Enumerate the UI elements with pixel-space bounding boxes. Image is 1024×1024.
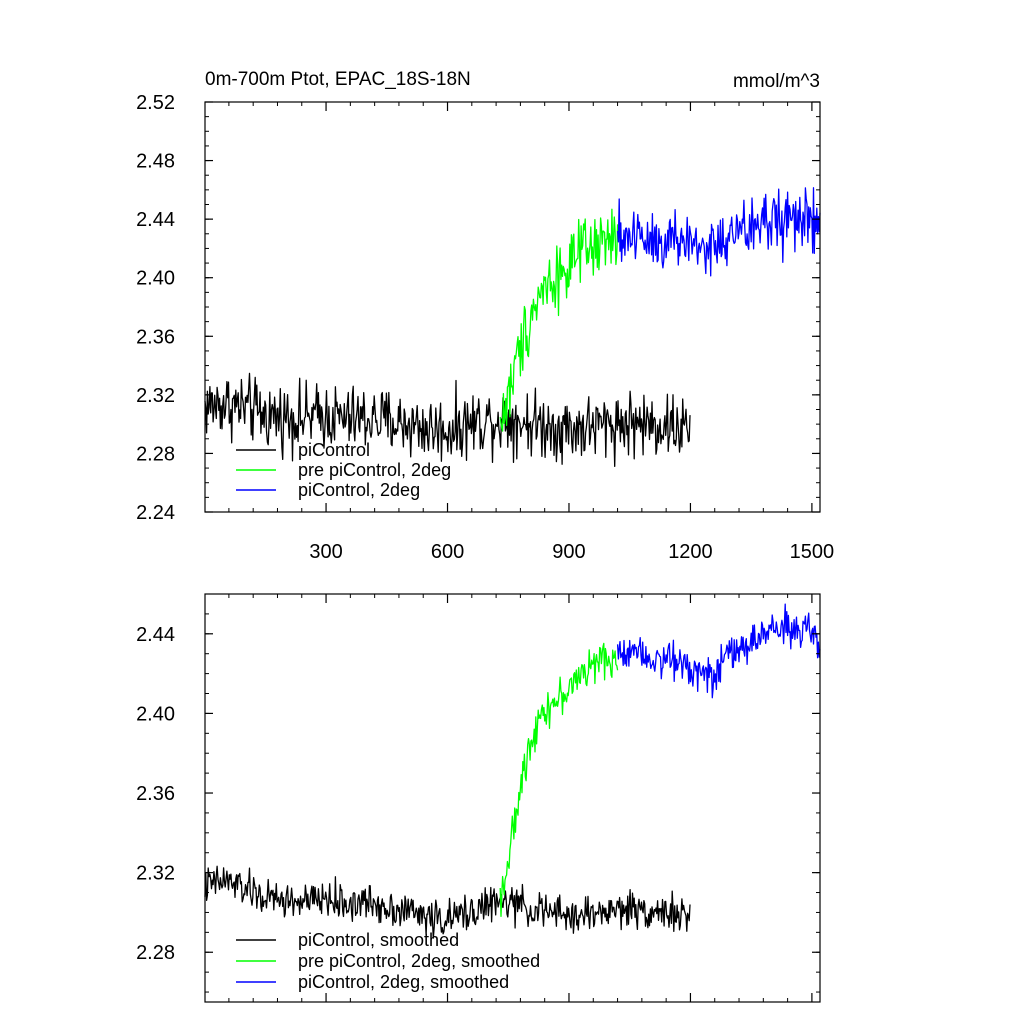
bottom-panel: 2.28 2.32 2.36 2.40 2.44 piControl, smoothed… <box>136 593 821 1003</box>
top-x-tick-label: 300 <box>309 541 342 563</box>
top-series-line-pre-picontrol-2deg <box>499 208 619 432</box>
top-plot-frame <box>204 101 821 513</box>
top-panel: 0m-700m Ptot, EPAC_18S-18N mmol/m^3 2.24… <box>136 69 834 563</box>
top-y-tick-label: 2.36 <box>136 326 175 348</box>
top-y-tick-label: 2.24 <box>136 502 175 524</box>
legend-label-picontrol: piControl <box>298 440 370 460</box>
top-panel-units: mmol/m^3 <box>733 71 820 92</box>
top-series-layer <box>204 187 821 467</box>
bottom-y-tick-label: 2.28 <box>136 942 175 964</box>
bottom-y-tick-label: 2.44 <box>136 624 175 646</box>
legend-label-pre-picontrol-2deg-smoothed: pre piControl, 2deg, smoothed <box>298 951 540 971</box>
bottom-series-line-picontrol-smoothed <box>204 865 691 939</box>
top-y-tick-label: 2.52 <box>136 92 175 114</box>
top-y-tick-label: 2.28 <box>136 443 175 465</box>
top-x-tick-label: 900 <box>552 541 585 563</box>
bottom-y-tick-label: 2.32 <box>136 863 175 885</box>
top-series-line-picontrol-2deg <box>616 187 821 277</box>
legend-label-pre-picontrol-2deg: pre piControl, 2deg <box>298 460 451 480</box>
bottom-y-tick-label: 2.36 <box>136 783 175 805</box>
top-panel-title: 0m-700m Ptot, EPAC_18S-18N <box>205 69 471 90</box>
top-x-tick-label: 1500 <box>790 541 835 563</box>
top-y-tick-label: 2.44 <box>136 209 175 231</box>
bottom-y-tick-label: 2.40 <box>136 703 175 725</box>
top-legend: piControl pre piControl, 2deg piControl,… <box>236 440 451 500</box>
bottom-legend: piControl, smoothed pre piControl, 2deg,… <box>236 930 540 992</box>
top-x-tick-label: 1200 <box>668 541 713 563</box>
bottom-series-line-picontrol-2deg-smoothed <box>616 603 821 699</box>
bottom-axis-layer: 2.28 2.32 2.36 2.40 2.44 <box>136 593 820 1002</box>
top-y-tick-label: 2.48 <box>136 151 175 173</box>
bottom-series-line-pre-picontrol-2deg-smoothed <box>499 642 619 918</box>
top-axis-layer: 2.24 2.28 2.32 2.36 2.40 2.44 2.48 2.52 300 600 90… <box>136 92 834 563</box>
bottom-plot-frame <box>204 593 821 1003</box>
legend-label-picontrol-smoothed: piControl, smoothed <box>298 930 459 950</box>
top-y-tick-label: 2.40 <box>136 268 175 290</box>
top-y-tick-label: 2.32 <box>136 385 175 407</box>
bottom-series-layer <box>204 603 821 939</box>
legend-label-picontrol-2deg: piControl, 2deg <box>298 480 420 500</box>
top-x-tick-label: 600 <box>431 541 464 563</box>
top-series-line-picontrol <box>204 372 691 467</box>
legend-label-picontrol-2deg-smoothed: piControl, 2deg, smoothed <box>298 972 509 992</box>
